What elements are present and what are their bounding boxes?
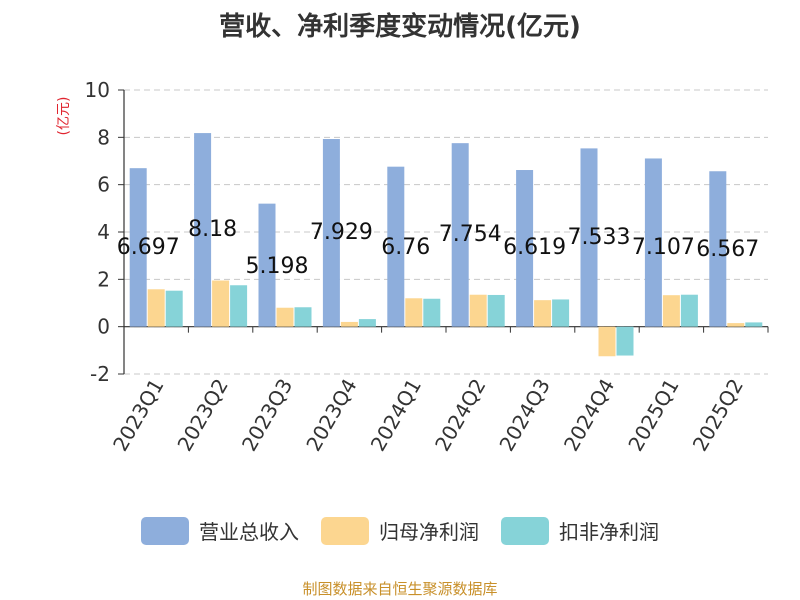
bar-deducted-net-profit <box>165 290 183 327</box>
bar-deducted-net-profit <box>230 285 248 327</box>
legend-item[interactable]: 归母净利润 <box>321 516 479 545</box>
bar-deducted-net-profit <box>680 294 698 327</box>
y-tick-label: 8 <box>97 125 110 149</box>
x-tick-label: 2023Q3 <box>237 375 297 456</box>
bar-deducted-net-profit <box>552 299 570 327</box>
bar-parent-net-profit <box>662 295 680 327</box>
bar-revenue <box>258 203 276 327</box>
bar-parent-net-profit <box>147 289 165 327</box>
data-label: 7.107 <box>632 235 695 260</box>
bar-revenue <box>516 170 534 327</box>
x-tick-label: 2023Q1 <box>108 375 168 456</box>
bar-revenue <box>129 168 147 327</box>
bar-deducted-net-profit <box>423 298 441 327</box>
legend-swatch <box>321 516 369 545</box>
bar-deducted-net-profit <box>358 319 376 327</box>
bar-revenue <box>451 143 469 327</box>
bar-deducted-net-profit <box>745 322 763 327</box>
x-tick-label: 2023Q2 <box>172 375 232 456</box>
y-tick-label: 2 <box>97 267 110 291</box>
bar-parent-net-profit <box>340 321 358 327</box>
bar-parent-net-profit <box>276 307 294 327</box>
data-label: 6.697 <box>117 235 180 260</box>
y-tick-label: 0 <box>97 315 110 339</box>
bar-revenue <box>322 139 340 327</box>
legend-label: 归母净利润 <box>379 520 479 544</box>
y-tick-label: 10 <box>85 78 110 102</box>
bar-parent-net-profit <box>598 326 616 357</box>
bar-deducted-net-profit <box>616 326 634 356</box>
bar-revenue <box>709 171 727 327</box>
legend-item[interactable]: 营业总收入 <box>141 516 299 545</box>
bar-parent-net-profit <box>534 300 552 327</box>
source-note: 制图数据来自恒生聚源数据库 <box>302 580 498 598</box>
x-tick-label: 2025Q1 <box>623 375 683 456</box>
bar-parent-net-profit <box>469 294 487 327</box>
y-tick-label: 4 <box>97 220 110 244</box>
y-tick-label: 6 <box>97 173 110 197</box>
x-tick-label: 2025Q2 <box>688 375 748 456</box>
legend-item[interactable]: 扣非净利润 <box>501 516 659 545</box>
data-label: 7.533 <box>568 225 631 250</box>
y-axis-label: (亿元) <box>56 97 72 136</box>
y-tick-label: -2 <box>90 362 110 386</box>
x-tick-label: 2023Q4 <box>301 375 361 456</box>
legend-swatch <box>501 516 549 545</box>
bar-parent-net-profit <box>727 323 745 327</box>
data-label: 6.567 <box>696 237 759 262</box>
bar-revenue <box>194 133 212 327</box>
legend-label: 营业总收入 <box>199 520 299 544</box>
x-tick-label: 2024Q4 <box>559 375 619 456</box>
legend: 营业总收入 归母净利润 扣非净利润 <box>0 516 800 545</box>
chart-title: 营收、净利季度变动情况(亿元) <box>219 12 581 42</box>
data-label: 6.619 <box>503 235 566 260</box>
data-label: 8.18 <box>188 217 237 242</box>
bar-parent-net-profit <box>405 298 423 327</box>
legend-label: 扣非净利润 <box>559 520 659 544</box>
x-tick-label: 2024Q3 <box>494 375 554 456</box>
bar-revenue <box>580 148 598 327</box>
bar-revenue <box>644 158 662 327</box>
x-tick-label: 2024Q1 <box>366 375 426 456</box>
x-tick-label: 2024Q2 <box>430 375 490 456</box>
bar-revenue <box>387 166 405 327</box>
legend-swatch <box>141 516 189 545</box>
data-label: 5.198 <box>246 254 309 279</box>
data-label: 7.754 <box>439 222 502 247</box>
bar-deducted-net-profit <box>487 294 505 327</box>
bar-deducted-net-profit <box>294 307 312 327</box>
bar-parent-net-profit <box>212 280 230 327</box>
data-label: 7.929 <box>310 220 373 245</box>
data-label: 6.76 <box>381 235 430 260</box>
